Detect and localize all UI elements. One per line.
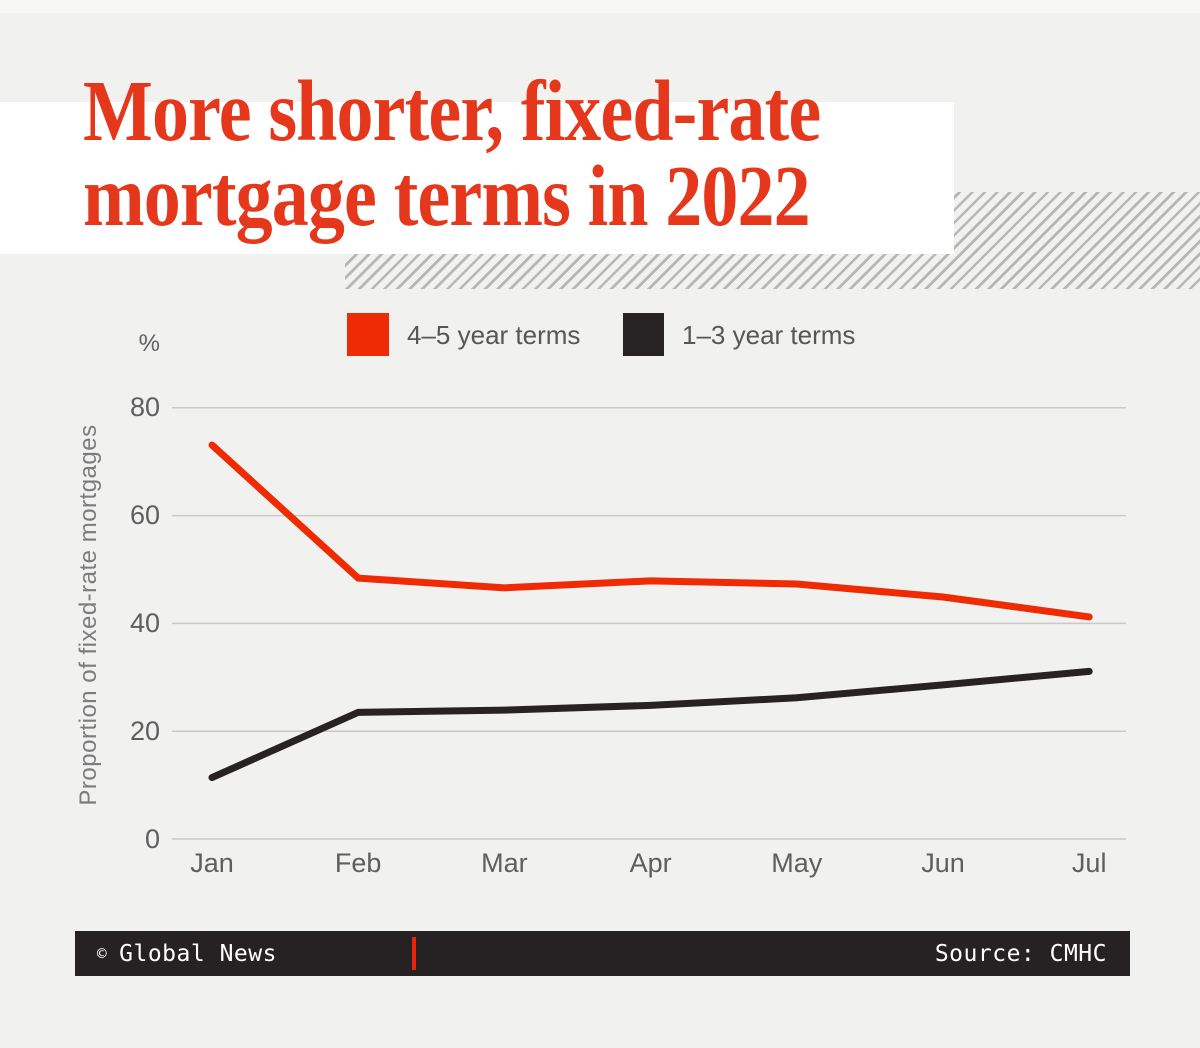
legend-swatch-1-3-year [623,313,664,356]
footer-attribution: © Global News [97,941,277,967]
x-tick-label-apr: Apr [629,848,672,878]
y-tick-label-40: 40 [129,607,160,638]
y-tick-label-0: 0 [144,823,160,854]
x-tick-label-may: May [771,848,823,878]
x-tick-label-mar: Mar [481,848,528,878]
page-title: More shorter, fixed-rate mortgage terms … [83,62,821,244]
x-tick-label-jan: Jan [190,848,234,878]
legend-label-1-3-year: 1–3 year terms [682,320,856,350]
y-tick-label-60: 60 [129,500,160,531]
footer-divider [412,937,416,970]
title-line-2: mortgage terms in 2022 [83,147,811,244]
y-axis-unit-label: % [138,330,160,357]
series-line-0 [208,441,1093,621]
publisher-name: Global News [119,940,277,967]
footer-bar: © Global News Source: CMHC [75,931,1130,976]
legend-label-4-5-year: 4–5 year terms [407,320,581,350]
title-box [0,102,954,254]
legend-swatch-4-5-year [347,313,389,356]
y-tick-label-20: 20 [129,715,160,746]
x-tick-label-jul: Jul [1071,848,1107,878]
y-tick-label-80: 80 [129,392,160,423]
source-label: Source: CMHC [934,940,1107,967]
title-line-1: More shorter, fixed-rate [83,62,821,159]
series-line-1 [208,667,1093,782]
copyright-icon: © [97,944,108,963]
top-strip [0,0,1200,13]
x-tick-label-feb: Feb [334,848,382,878]
x-tick-label-jun: Jun [921,848,965,878]
